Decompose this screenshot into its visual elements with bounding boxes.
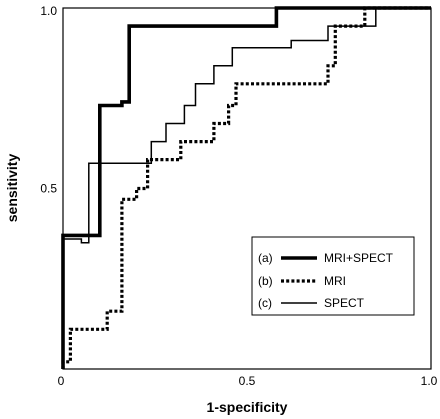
- series-line-mri-spect: [61, 6, 431, 369]
- legend-box: [251, 236, 415, 316]
- x-axis-title: 1-specificity: [207, 399, 288, 415]
- series-layer: [61, 6, 431, 369]
- x-tick-label: 1.0: [421, 374, 438, 388]
- series-line-mri: [61, 6, 431, 369]
- legend: (a) MRI+SPECT (b) MRI (c) SPECT: [251, 236, 415, 316]
- y-tick-label: 1.0: [40, 4, 57, 18]
- legend-label: MRI: [324, 274, 346, 288]
- legend-items: (a) MRI+SPECT (b) MRI (c) SPECT: [258, 251, 394, 310]
- x-tick-label: 0.5: [239, 374, 256, 388]
- tick-layer: 0 0.5 1.0 0.5 1.0: [40, 4, 437, 388]
- y-axis-title: sensitivity: [4, 154, 20, 223]
- legend-label: SPECT: [324, 296, 365, 310]
- x-tick-label: 0: [58, 374, 65, 388]
- legend-tag: (b): [258, 274, 273, 288]
- series-line-spect: [62, 7, 431, 369]
- legend-label: MRI+SPECT: [324, 251, 394, 265]
- y-tick-label: 0.5: [40, 182, 57, 196]
- legend-tag: (c): [258, 296, 272, 310]
- legend-tag: (a): [258, 251, 273, 265]
